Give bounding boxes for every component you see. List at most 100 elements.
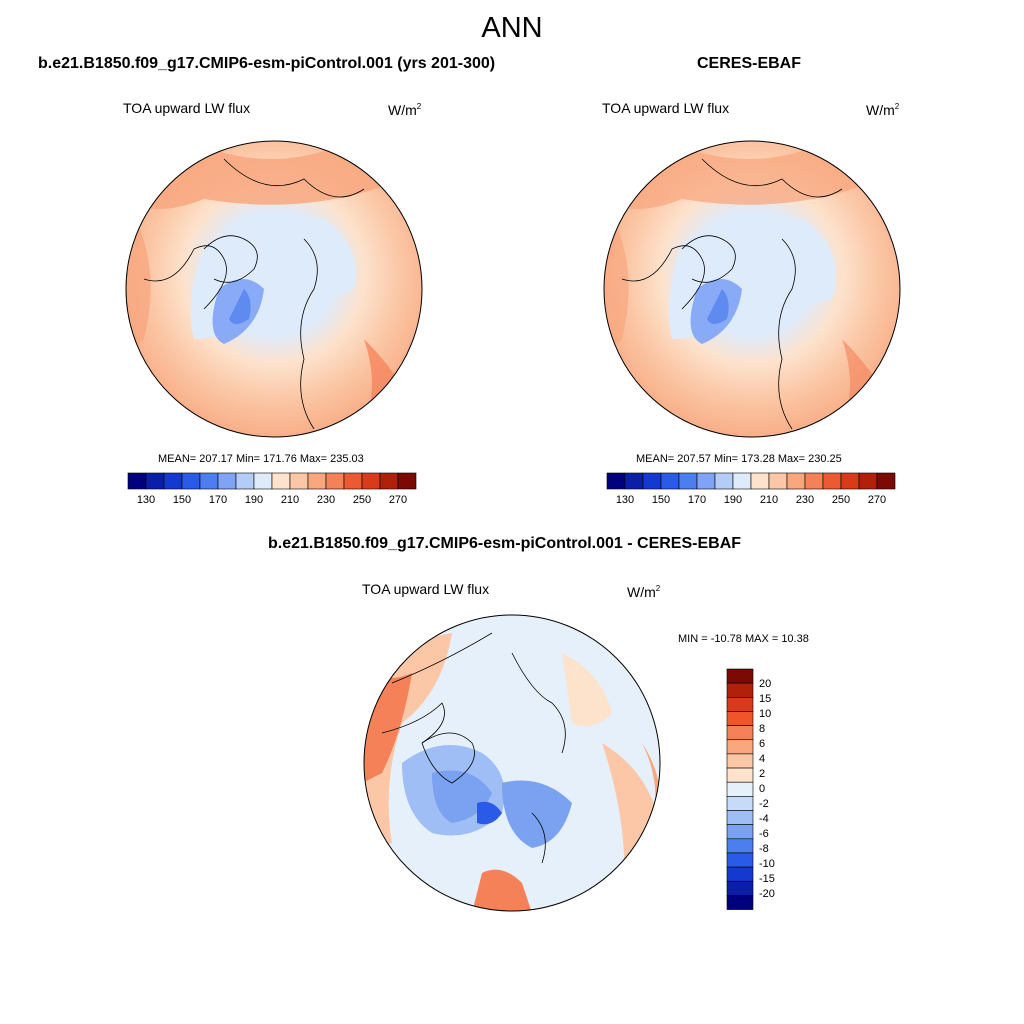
cbar-tick: 0	[759, 783, 766, 795]
colorbar-swatch	[768, 472, 788, 490]
panel-left-title: b.e21.B1850.f09_g17.CMIP6-esm-piControl.…	[38, 55, 496, 72]
colorbar-swatch	[343, 472, 363, 490]
colorbar-swatch	[678, 472, 698, 490]
panel-left-variable: TOA upward LW flux	[123, 100, 251, 116]
colorbar-swatch	[876, 472, 896, 490]
colorbar-swatch	[696, 472, 716, 490]
cbar-tick: 130	[615, 494, 635, 506]
cbar-tick: 2	[759, 768, 766, 780]
colorbar-swatch	[397, 472, 417, 490]
cbar-tick: 190	[723, 494, 743, 506]
colorbar-right	[606, 472, 896, 490]
colorbar-left	[127, 472, 417, 490]
colorbar-swatch	[289, 472, 309, 490]
panel-left-stats: MEAN= 207.17 Min= 171.76 Max= 235.03	[158, 453, 364, 465]
colorbar-swatch	[271, 472, 291, 490]
colorbar-swatch	[726, 739, 754, 755]
cbar-tick: -8	[759, 843, 769, 855]
colorbar-swatch	[642, 472, 662, 490]
map-observations	[603, 140, 901, 438]
colorbar-swatch	[235, 472, 255, 490]
cbar-tick: 250	[352, 494, 372, 506]
colorbar-swatch	[804, 472, 824, 490]
colorbar-swatch	[726, 767, 754, 783]
colorbar-left-labels: 130 150 170 190 210 230 250 270	[128, 494, 416, 508]
cbar-tick: 270	[388, 494, 408, 506]
cbar-tick: 190	[244, 494, 264, 506]
cbar-tick: -6	[759, 828, 769, 840]
colorbar-right-labels: 130 150 170 190 210 230 250 270	[607, 494, 895, 508]
colorbar-swatch	[726, 796, 754, 811]
cbar-tick: 210	[759, 494, 779, 506]
colorbar-swatch	[606, 472, 626, 490]
cbar-tick: 150	[651, 494, 671, 506]
colorbar-swatch	[726, 880, 754, 896]
colorbar-diff-labels: 20 15 10 8 6 4 2 0 -2 -4 -6 -8 -10 -15 -…	[759, 669, 799, 910]
colorbar-swatch	[786, 472, 806, 490]
diff-stats: MIN = -10.78 MAX = 10.38	[678, 633, 809, 645]
colorbar-swatch	[726, 810, 754, 825]
colorbar-swatch	[822, 472, 842, 490]
colorbar-swatch	[750, 472, 770, 490]
cbar-tick: 230	[316, 494, 336, 506]
cbar-tick: -20	[759, 888, 775, 900]
colorbar-swatch	[858, 472, 878, 490]
cbar-tick: -15	[759, 873, 775, 885]
colorbar-swatch	[726, 682, 754, 698]
cbar-tick: 210	[280, 494, 300, 506]
cbar-tick: 250	[831, 494, 851, 506]
colorbar-swatch	[660, 472, 680, 490]
cbar-tick: 230	[795, 494, 815, 506]
colorbar-swatch	[726, 696, 754, 712]
diff-title: b.e21.B1850.f09_g17.CMIP6-esm-piControl.…	[268, 535, 742, 552]
cbar-tick: 10	[759, 708, 772, 720]
colorbar-swatch	[379, 472, 399, 490]
diff-units: W/m2	[627, 584, 661, 600]
colorbar-swatch	[127, 472, 147, 490]
cbar-tick: -2	[759, 798, 769, 810]
colorbar-swatch	[145, 472, 165, 490]
cbar-tick: 8	[759, 723, 766, 735]
colorbar-swatch	[726, 895, 754, 910]
colorbar-swatch	[163, 472, 183, 490]
map-difference	[363, 614, 661, 912]
colorbar-swatch	[726, 725, 754, 741]
panel-right-units: W/m2	[866, 102, 900, 118]
colorbar-swatch	[726, 852, 754, 868]
colorbar-swatch	[325, 472, 345, 490]
colorbar-diff	[726, 668, 754, 910]
colorbar-swatch	[361, 472, 381, 490]
cbar-tick: 150	[172, 494, 192, 506]
colorbar-swatch	[181, 472, 201, 490]
colorbar-swatch	[714, 472, 734, 490]
colorbar-swatch	[726, 668, 754, 684]
cbar-tick: 170	[687, 494, 707, 506]
colorbar-swatch	[726, 824, 754, 840]
cbar-tick: 15	[759, 693, 772, 705]
panel-right-title: CERES-EBAF	[697, 55, 802, 72]
map-model	[125, 140, 423, 438]
colorbar-swatch	[726, 781, 754, 797]
colorbar-swatch	[253, 472, 273, 490]
panel-left-units: W/m2	[388, 102, 422, 118]
colorbar-swatch	[726, 866, 754, 882]
colorbar-swatch	[726, 753, 754, 769]
colorbar-swatch	[199, 472, 219, 490]
cbar-tick: 6	[759, 738, 766, 750]
cbar-tick: 130	[136, 494, 156, 506]
colorbar-swatch	[726, 711, 754, 726]
cbar-tick: -10	[759, 858, 775, 870]
colorbar-swatch	[217, 472, 237, 490]
panel-right-stats: MEAN= 207.57 Min= 173.28 Max= 230.25	[636, 453, 842, 465]
colorbar-swatch	[732, 472, 752, 490]
figure-title: ANN	[481, 12, 543, 44]
panel-right-variable: TOA upward LW flux	[602, 100, 730, 116]
colorbar-swatch	[624, 472, 644, 490]
colorbar-swatch	[307, 472, 327, 490]
diff-variable: TOA upward LW flux	[362, 581, 490, 597]
cbar-tick: 4	[759, 753, 766, 765]
cbar-tick: 20	[759, 678, 772, 690]
cbar-tick: 170	[208, 494, 228, 506]
cbar-tick: 270	[867, 494, 887, 506]
colorbar-swatch	[726, 838, 754, 854]
